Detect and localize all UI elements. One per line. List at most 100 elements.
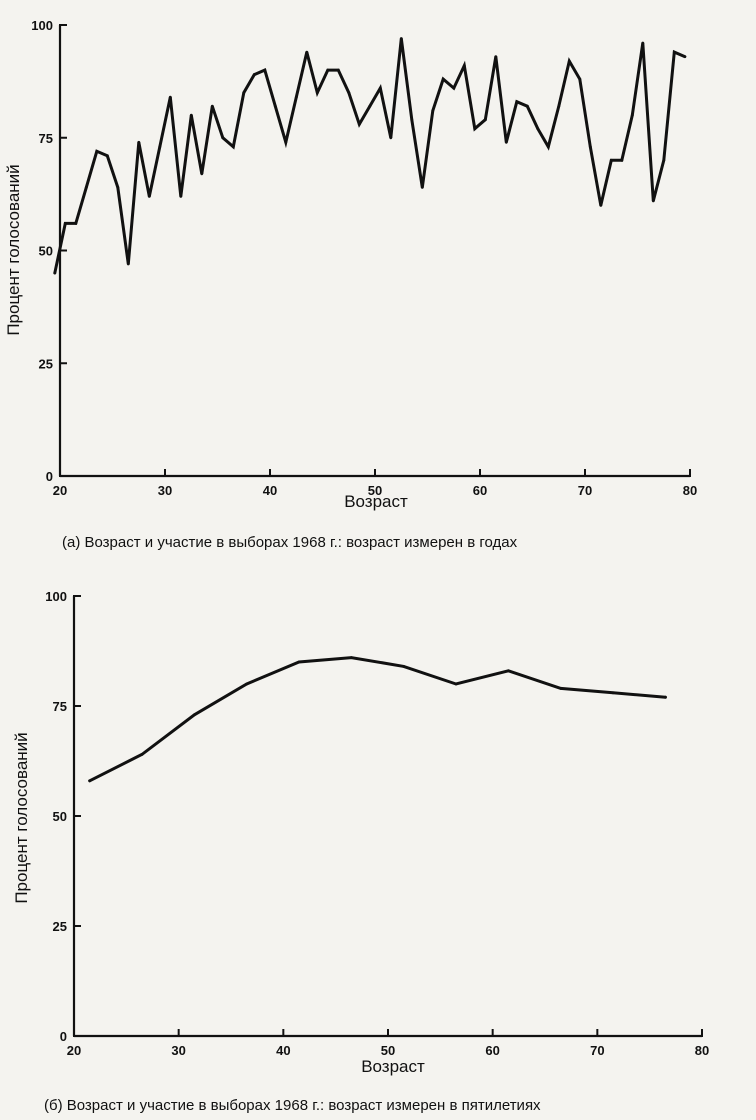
chart-a-data-point [189,113,193,117]
chart-b-data-point [454,682,458,686]
chart-a-data-point [147,195,151,198]
chart-a-data-point [347,91,351,95]
chart-a-data-point [410,118,414,122]
chart-b-x-tick-label: 40 [276,1043,290,1058]
chart-a-data-point [672,50,676,54]
chart-a-data-point [399,37,403,40]
chart-b-x-tick-label: 70 [590,1043,604,1058]
chart-a-data-point [420,186,424,189]
chart-b-series-line [88,656,667,783]
chart-a-data-point [567,59,571,63]
chart-a-data-point [284,140,288,144]
chart-b-ticks: 0 25 50 75 100 20 30 40 50 60 70 80 [45,589,709,1058]
chart-a-data-point [200,172,204,176]
chart-b-data-point [559,687,563,690]
chart-a-data-point [536,127,540,131]
chart-a-data-point [662,158,666,162]
chart-a-data-point [53,271,57,275]
chart-a-series [53,37,687,275]
chart-a-ticks: 0 25 50 75 100 20 30 40 50 60 70 80 [31,18,697,498]
chart-a: Процент голосований Возраст (а) Возраст … [4,18,697,551]
chart-a-data-point [63,222,67,225]
chart-a-data-point [462,64,466,67]
chart-a-data-point [84,186,88,189]
chart-a-data-point [126,262,130,266]
chart-a-data-point [326,68,330,72]
chart-a-data-point [105,154,109,158]
chart-a-data-point [651,199,655,203]
chart-a-x-tick-label: 80 [683,483,697,498]
chart-a-data-point [630,113,634,117]
chart-a-data-point [221,136,225,140]
chart-a-data-point [473,127,477,131]
chart-b-data-point [140,753,144,756]
chart-a-data-point [368,104,372,108]
chart-b-data-point [245,682,249,686]
chart-a-data-point [599,204,603,207]
chart-b-series [88,656,667,783]
chart-b-caption: (б) Возраст и участие в выборах 1968 г.:… [44,1097,541,1114]
chart-b-x-tick-label: 50 [381,1043,395,1058]
chart-b-y-tick-label: 75 [53,699,67,714]
chart-a-data-point [378,86,382,90]
chart-a-data-point [252,73,256,76]
chart-b-y-tick-label: 100 [45,589,67,604]
chart-a-data-point [210,104,214,108]
chart-b-xlabel: Возраст [361,1057,425,1076]
chart-a-data-point [179,195,183,198]
chart-b-y-tick-label: 25 [53,919,67,934]
chart-a-data-point [116,186,120,189]
chart-a-data-point [389,136,393,140]
chart-a-y-tick-label: 100 [31,18,53,33]
chart-a-data-point [525,104,529,108]
chart-a-data-point [620,158,624,162]
chart-a-data-point [158,145,162,149]
chart-b-y-tick-label: 0 [60,1029,67,1044]
chart-a-data-point [588,145,592,149]
chart-a-data-point [273,104,277,108]
chart-a-data-point [95,149,99,153]
chart-a-x-tick-label: 60 [473,483,487,498]
chart-a-y-tick-label: 0 [46,469,53,484]
chart-a-series-line [53,38,687,275]
chart-a-x-tick-label: 20 [53,483,67,498]
chart-b-y-tick-label: 50 [53,809,67,824]
chart-a-x-tick-label: 30 [158,483,172,498]
chart-a-y-tick-label: 50 [39,244,53,259]
chart-a-data-point [305,50,309,54]
chart-a-data-point [609,158,613,162]
chart-a-data-point [546,145,550,149]
chart-b-axes [72,596,702,1038]
chart-a-axes [58,25,690,478]
chart-a-data-point [74,222,78,225]
chart-a-data-point [294,95,298,99]
chart-a-x-tick-label: 50 [368,483,382,498]
chart-a-data-point [336,68,340,72]
chart-a-xlabel: Возраст [344,492,408,511]
chart-a-data-point [483,118,487,122]
chart-a-data-point [242,91,246,95]
chart-b-x-tick-label: 30 [171,1043,185,1058]
chart-a-data-point [263,68,267,72]
chart-a-data-point [168,95,172,99]
chart-b-data-point [402,665,406,668]
chart-b-data-point [611,691,615,695]
chart-a-y-tick-label: 25 [39,356,53,371]
chart-b: Процент голосований Возраст (б) Возраст … [12,589,709,1114]
chart-a-caption: (а) Возраст и участие в выборах 1968 г.:… [62,534,518,551]
chart-a-data-point [231,145,235,149]
chart-b-x-tick-label: 80 [695,1043,709,1058]
chart-a-x-tick-label: 70 [578,483,592,498]
chart-b-data-point [193,713,196,717]
chart-b-data-point [350,656,353,659]
chart-a-x-tick-label: 40 [263,483,277,498]
chart-a-data-point [315,91,319,95]
chart-b-x-tick-label: 60 [485,1043,499,1058]
chart-a-ylabel: Процент голосований [4,164,23,335]
chart-a-data-point [504,140,508,144]
chart-a-data-point [431,109,435,113]
chart-a-data-point [441,77,445,81]
chart-b-data-point [88,779,92,783]
chart-a-data-point [683,55,687,58]
